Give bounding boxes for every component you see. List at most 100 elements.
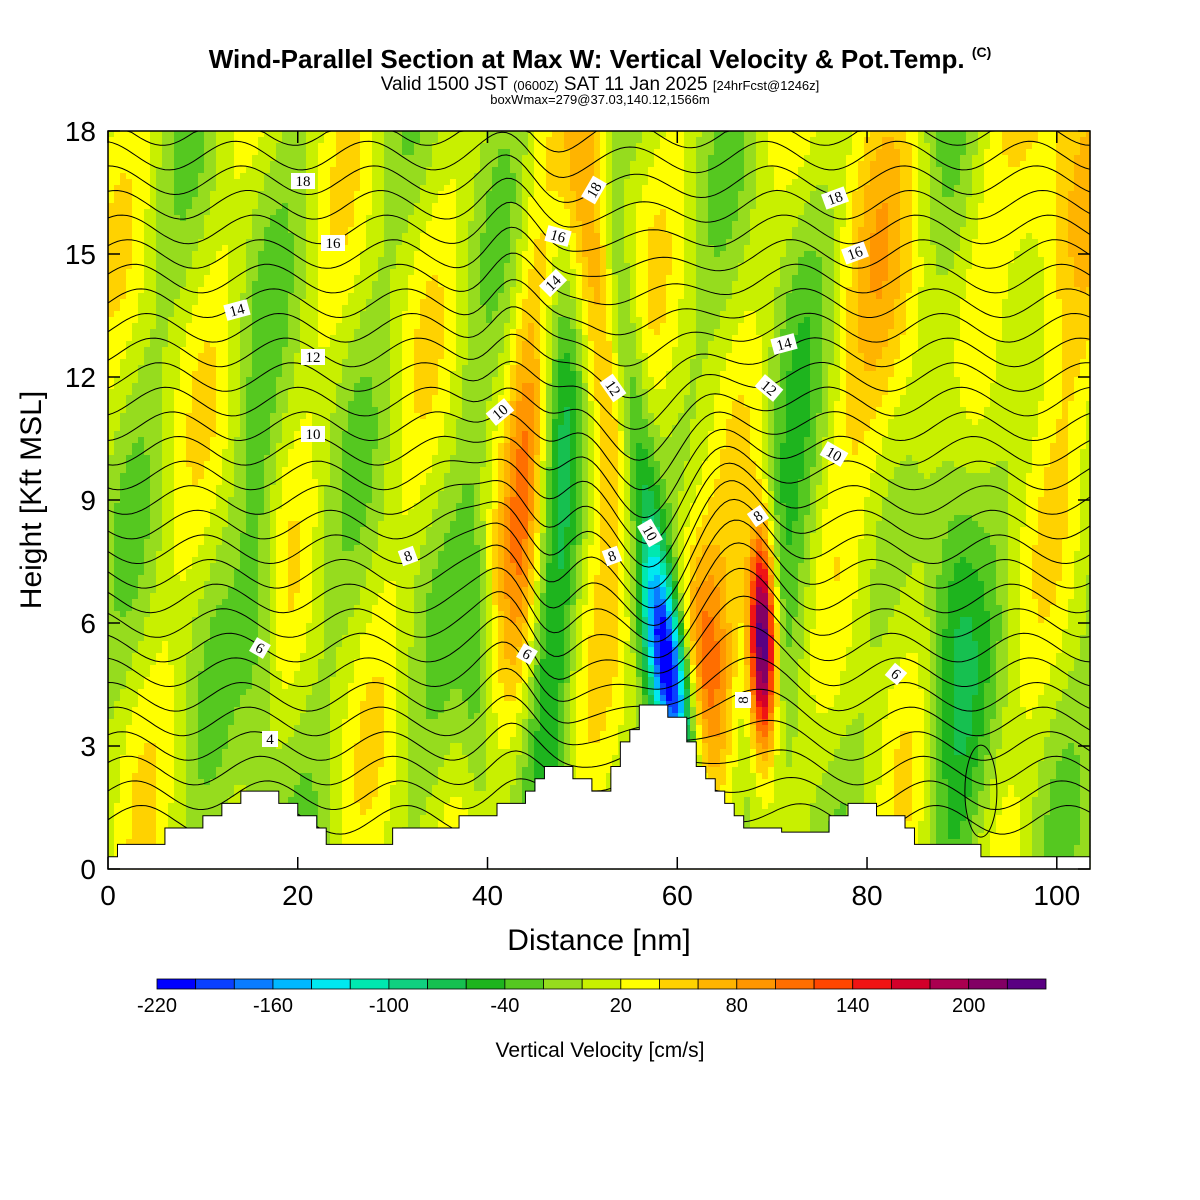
- heatmap-cell: [282, 197, 289, 204]
- heatmap-cell: [144, 281, 151, 288]
- heatmap-cell: [258, 599, 265, 606]
- heatmap-cell: [192, 749, 199, 756]
- heatmap-cell: [150, 563, 157, 570]
- heatmap-cell: [210, 473, 217, 480]
- heatmap-cell: [192, 341, 199, 348]
- heatmap-cell: [258, 695, 265, 702]
- heatmap-cell: [180, 509, 187, 516]
- heatmap-cell: [264, 365, 271, 372]
- heatmap-cell: [252, 143, 259, 150]
- heatmap-cell: [150, 785, 157, 792]
- heatmap-cell: [300, 275, 307, 282]
- heatmap-cell: [342, 281, 349, 288]
- heatmap-cell: [312, 143, 319, 150]
- heatmap-cell: [306, 569, 313, 576]
- heatmap-cell: [180, 491, 187, 498]
- heatmap-cell: [336, 761, 343, 768]
- heatmap-cell: [222, 569, 229, 576]
- heatmap-cell: [312, 683, 319, 690]
- heatmap-cell: [174, 389, 181, 396]
- heatmap-cell: [282, 371, 289, 378]
- heatmap-cell: [120, 827, 127, 834]
- heatmap-cell: [138, 275, 145, 282]
- heatmap-cell: [336, 635, 343, 642]
- heatmap-cell: [294, 779, 301, 786]
- heatmap-cell: [336, 581, 343, 588]
- heatmap-cell: [132, 827, 139, 834]
- heatmap-cell: [204, 581, 211, 588]
- heatmap-cell: [192, 221, 199, 228]
- heatmap-cell: [180, 371, 187, 378]
- heatmap-cell: [306, 245, 313, 252]
- heatmap-cell: [276, 683, 283, 690]
- heatmap-cell: [144, 809, 151, 816]
- heatmap-cell: [300, 299, 307, 306]
- heatmap-cell: [276, 509, 283, 516]
- heatmap-cell: [276, 161, 283, 168]
- heatmap-cell: [276, 479, 283, 486]
- heatmap-cell: [114, 521, 121, 528]
- heatmap-cell: [240, 149, 247, 156]
- heatmap-cell: [306, 413, 313, 420]
- heatmap-cell: [264, 725, 271, 732]
- heatmap-cell: [234, 233, 241, 240]
- heatmap-cell: [306, 677, 313, 684]
- heatmap-cell: [180, 515, 187, 522]
- heatmap-cell: [288, 191, 295, 198]
- heatmap-cell: [294, 791, 301, 798]
- heatmap-cell: [144, 551, 151, 558]
- heatmap-cell: [240, 701, 247, 708]
- heatmap-cell: [282, 209, 289, 216]
- heatmap-cell: [336, 803, 343, 810]
- heatmap-cell: [246, 179, 253, 186]
- heatmap-cell: [288, 317, 295, 324]
- heatmap-cell: [144, 395, 151, 402]
- heatmap-cell: [162, 707, 169, 714]
- heatmap-cell: [114, 617, 121, 624]
- heatmap-cell: [276, 359, 283, 366]
- heatmap-cell: [324, 257, 331, 264]
- heatmap-cell: [330, 341, 337, 348]
- heatmap-cell: [168, 143, 175, 150]
- heatmap-cell: [108, 329, 115, 336]
- heatmap-cell: [168, 275, 175, 282]
- heatmap-cell: [198, 797, 205, 804]
- heatmap-cell: [132, 173, 139, 180]
- heatmap-cell: [258, 479, 265, 486]
- heatmap-cell: [156, 263, 163, 270]
- heatmap-cell: [156, 371, 163, 378]
- heatmap-cell: [186, 491, 193, 498]
- heatmap-cell: [336, 317, 343, 324]
- heatmap-cell: [312, 419, 319, 426]
- heatmap-cell: [174, 209, 181, 216]
- heatmap-cell: [324, 479, 331, 486]
- heatmap-cell: [168, 263, 175, 270]
- heatmap-cell: [120, 407, 127, 414]
- heatmap-cell: [222, 341, 229, 348]
- heatmap-cell: [210, 569, 217, 576]
- heatmap-cell: [288, 617, 295, 624]
- heatmap-cell: [144, 179, 151, 186]
- heatmap-cell: [174, 623, 181, 630]
- heatmap-cell: [288, 353, 295, 360]
- heatmap-cell: [198, 275, 205, 282]
- heatmap-cell: [162, 725, 169, 732]
- heatmap-cell: [210, 149, 217, 156]
- heatmap-cell: [132, 527, 139, 534]
- heatmap-cell: [180, 383, 187, 390]
- heatmap-cell: [252, 251, 259, 258]
- heatmap-cell: [228, 719, 235, 726]
- heatmap-cell: [288, 323, 295, 330]
- heatmap-cell: [336, 809, 343, 816]
- heatmap-cell: [204, 713, 211, 720]
- heatmap-cell: [300, 365, 307, 372]
- heatmap-cell: [132, 137, 139, 144]
- heatmap-cell: [228, 671, 235, 678]
- heatmap-cell: [108, 371, 115, 378]
- heatmap-cell: [150, 683, 157, 690]
- heatmap-cell: [342, 827, 349, 834]
- heatmap-cell: [342, 563, 349, 570]
- heatmap-cell: [294, 215, 301, 222]
- heatmap-cell: [324, 491, 331, 498]
- heatmap-cell: [294, 677, 301, 684]
